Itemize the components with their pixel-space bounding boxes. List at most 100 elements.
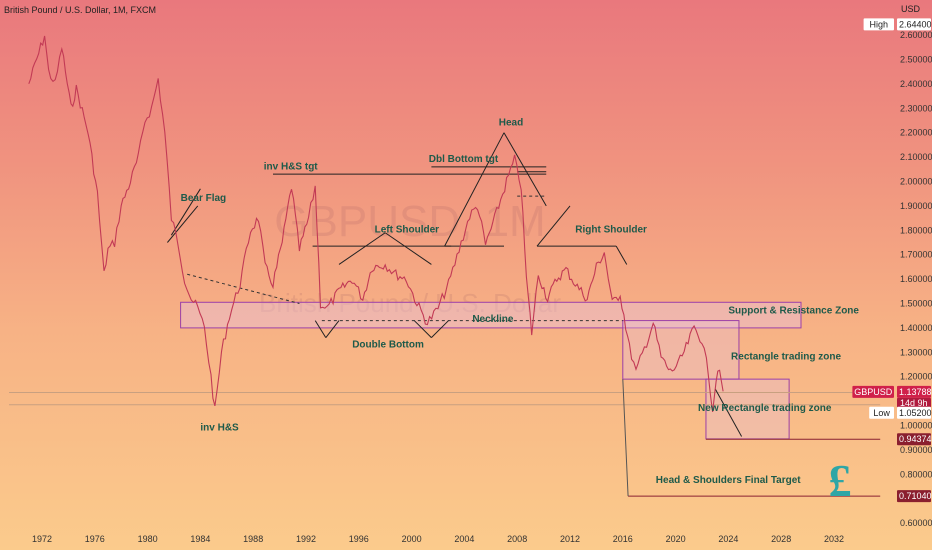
price-badge-tag: GBPUSD [854, 387, 893, 397]
x-tick-label: 2000 [402, 534, 422, 544]
price-badge-tag-bg [852, 385, 894, 398]
price-badge-high: High 2.64400 [863, 18, 932, 31]
x-tick-label: 1972 [32, 534, 52, 544]
double-bottom-right-a [413, 320, 432, 339]
chart-title: British Pound / U.S. Dollar, 1M, FXCM [4, 5, 156, 15]
annotation-support-resistance-zone: Support & Resistance Zone [728, 305, 859, 316]
annotation-new-rectangle-trading-zone: New Rectangle trading zone [698, 403, 832, 414]
y-tick-label: 1.00000 [900, 421, 932, 431]
double-bottom-left-a [314, 320, 327, 338]
watermark-name: British Pound / U.S. Dollar [259, 288, 561, 318]
x-tick-label: 1996 [349, 534, 369, 544]
price-badge-countdown: 14d 9h [900, 398, 928, 408]
annotation-double-bottom: Double Bottom [352, 339, 424, 350]
annotation-inv-hs: inv H&S [200, 422, 239, 433]
downtrend-dashed [187, 273, 300, 304]
annotation-head: Head [499, 117, 523, 128]
y-tick-label: 1.40000 [900, 323, 932, 333]
y-tick-label: 2.60000 [900, 30, 932, 40]
price-badge-level-094374: 0.94374 [897, 433, 932, 446]
y-tick-label: 0.90000 [900, 445, 932, 455]
annotation-neckline: Neckline [472, 314, 514, 325]
annotation-dbl-bottom-tgt: Dbl Bottom tgt [429, 154, 499, 165]
y-tick-label: 2.00000 [900, 177, 932, 187]
x-tick-label: 1980 [138, 534, 158, 544]
annotation-left-shoulder: Left Shoulder [375, 225, 440, 236]
y-tick-label: 1.80000 [900, 225, 932, 235]
x-tick-label: 2016 [613, 534, 633, 544]
y-tick-label: 2.30000 [900, 103, 932, 113]
right-shoulder-tail [615, 245, 628, 265]
price-badge-value-bg [897, 18, 931, 31]
x-tick-label: 2008 [507, 534, 527, 544]
annotations-layer: Bear Flag inv H&S tgt Dbl Bottom tgt Head Le… [181, 117, 860, 485]
left-shoulder-down [384, 232, 432, 265]
price-badge-value: 0.94374 [899, 434, 932, 444]
y-tick-label: 2.10000 [900, 152, 932, 162]
price-badge-value: 1.05200 [899, 408, 932, 418]
right-shoulder-up [536, 205, 571, 247]
rectangle-trading-zone-rect [622, 320, 740, 380]
y-tick-label: 1.70000 [900, 250, 932, 260]
double-bottom-right-b [431, 320, 449, 339]
hs-target-drop-line [622, 379, 629, 497]
x-tick-label: 1984 [190, 534, 210, 544]
bear-flag-lower [167, 205, 199, 243]
y-tick-label: 0.80000 [900, 469, 932, 479]
annotation-bear-flag: Bear Flag [181, 193, 227, 204]
y-tick-label: 1.50000 [900, 299, 932, 309]
price-badge-sub-bg [897, 397, 931, 409]
x-tick-label: 2004 [454, 534, 474, 544]
y-tick-label: 1.20000 [900, 372, 932, 382]
y-tick-label: 1.60000 [900, 274, 932, 284]
price-badge-tag-bg [863, 18, 894, 31]
x-tick-label: 2020 [666, 534, 686, 544]
bear-flag-upper [170, 188, 201, 236]
annotation-rectangle-trading-zone: Rectangle trading zone [731, 352, 841, 363]
price-badge-value-bg [897, 433, 931, 446]
price-badge-tag-bg [869, 406, 894, 419]
gbpusd-price-line [28, 35, 724, 412]
head-up [444, 132, 505, 247]
annotation-right-shoulder: Right Shoulder [575, 225, 647, 236]
x-tick-label: 2024 [718, 534, 738, 544]
new-rect-diagonal [714, 388, 743, 437]
price-badge-tag: High [870, 19, 889, 29]
x-tick-label: 2032 [824, 534, 844, 544]
watermark-ticker: GBPUSD, 1M [274, 197, 545, 246]
y-tick-label: 0.60000 [900, 518, 932, 528]
x-tick-label: 2028 [771, 534, 791, 544]
double-bottom-left-b [325, 320, 340, 338]
price-series-layer [28, 35, 724, 412]
y-tick-label: 1.30000 [900, 347, 932, 357]
support-resistance-zone-rect [180, 301, 802, 329]
x-tick-label: 2012 [560, 534, 580, 544]
annotation-inv-hs-tgt: inv H&S tgt [264, 161, 319, 172]
price-badge-value: 2.64400 [899, 19, 932, 29]
annotation-hs-final-target: Head & Shoulders Final Target [656, 475, 802, 486]
price-badge-level-071040: 0.71040 [897, 490, 932, 503]
price-badge-value: 0.71040 [899, 491, 932, 501]
y-tick-label: 2.50000 [900, 55, 932, 65]
price-badge-low: Low 1.05200 [869, 406, 932, 419]
pound-logo: £ [829, 455, 852, 506]
price-badge-value-bg [897, 490, 931, 503]
price-badge-tag: Low [873, 408, 890, 418]
y-tick-label: 2.20000 [900, 128, 932, 138]
y-tick-label: 2.40000 [900, 79, 932, 89]
x-tick-label: 1988 [243, 534, 263, 544]
new-rectangle-trading-zone-rect [705, 378, 790, 440]
drawing-lines-layer [9, 132, 881, 497]
head-down [503, 132, 547, 207]
y-tick-label: 1.90000 [900, 201, 932, 211]
left-shoulder-up [338, 232, 386, 265]
currency-label: USD [901, 4, 921, 14]
price-badge-value-bg [897, 406, 931, 419]
x-tick-label: 1976 [85, 534, 105, 544]
x-tick-label: 1992 [296, 534, 316, 544]
price-badge-value-bg [897, 385, 931, 398]
price-badge-value: 1.13788 [899, 387, 932, 397]
